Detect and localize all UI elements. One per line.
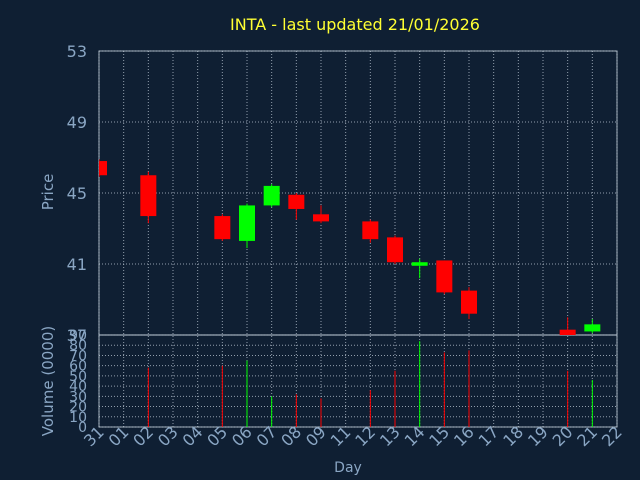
candle-body <box>387 237 403 263</box>
day-axis-label: Day <box>334 460 362 476</box>
price-axis-label: Price <box>39 174 57 211</box>
candle-body <box>239 205 255 241</box>
candle-body <box>584 324 601 332</box>
candle-body <box>436 260 453 293</box>
price-tick-label: 45 <box>67 184 87 203</box>
candle-body <box>214 216 231 240</box>
candle-body <box>263 185 280 206</box>
candle-body <box>411 262 428 266</box>
volume-tick-label: 60 <box>69 359 87 375</box>
price-tick-label: 37 <box>67 326 87 345</box>
candle-body <box>99 161 107 176</box>
volume-tick-label: 90 <box>69 328 87 344</box>
volume-panel-frame <box>98 334 618 428</box>
price-tick-label: 53 <box>67 42 87 61</box>
price-tick-label: 41 <box>67 255 87 274</box>
volume-tick-label: 70 <box>69 348 87 364</box>
candle-body <box>313 214 329 222</box>
volume-tick-label: 50 <box>69 369 87 385</box>
candlestick-series <box>99 159 601 335</box>
volume-axis-label: Volume (0000) <box>39 326 57 436</box>
volume-tick-label: 80 <box>69 338 87 354</box>
candle-body <box>288 194 305 209</box>
volume-tick-label: 30 <box>69 389 87 405</box>
volume-tick-label: 40 <box>69 379 87 395</box>
volume-tick-label: 0 <box>78 420 87 436</box>
candle-body <box>461 290 477 314</box>
price-tick-label: 49 <box>67 113 87 132</box>
volume-series <box>147 341 593 427</box>
candle-body <box>362 221 379 240</box>
chart-title: INTA - last updated 21/01/2026 <box>230 15 480 34</box>
volume-tick-label: 20 <box>69 400 87 416</box>
candle-body <box>559 329 576 335</box>
volume-tick-label: 10 <box>69 410 87 426</box>
chart-marks <box>99 159 601 427</box>
tick-labels: 3741454953010203040506070809031010203040… <box>67 42 626 450</box>
candle-body <box>140 175 157 217</box>
grid <box>98 50 618 428</box>
